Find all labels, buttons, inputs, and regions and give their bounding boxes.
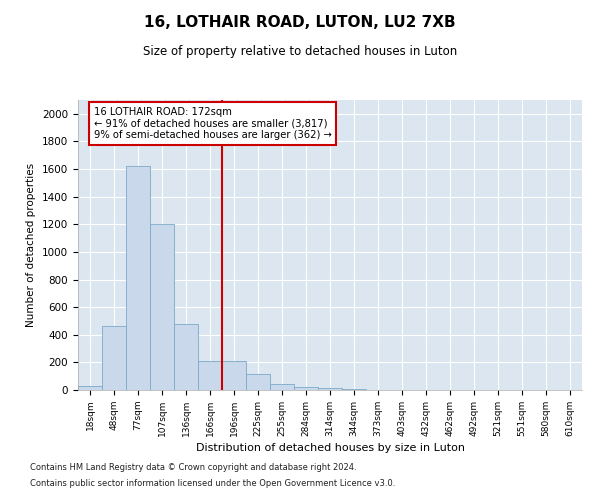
Bar [270, 384, 294, 390]
Bar [246, 374, 270, 390]
Text: Contains HM Land Registry data © Crown copyright and database right 2024.: Contains HM Land Registry data © Crown c… [30, 464, 356, 472]
Bar [126, 166, 150, 390]
Text: Contains public sector information licensed under the Open Government Licence v3: Contains public sector information licen… [30, 478, 395, 488]
X-axis label: Distribution of detached houses by size in Luton: Distribution of detached houses by size … [196, 443, 464, 453]
Bar [78, 386, 102, 390]
Bar [174, 324, 198, 390]
Bar [102, 326, 126, 390]
Bar [342, 389, 366, 390]
Text: 16 LOTHAIR ROAD: 172sqm
← 91% of detached houses are smaller (3,817)
9% of semi-: 16 LOTHAIR ROAD: 172sqm ← 91% of detache… [94, 107, 331, 140]
Text: 16, LOTHAIR ROAD, LUTON, LU2 7XB: 16, LOTHAIR ROAD, LUTON, LU2 7XB [144, 15, 456, 30]
Bar [198, 361, 222, 390]
Text: Size of property relative to detached houses in Luton: Size of property relative to detached ho… [143, 45, 457, 58]
Bar [318, 388, 342, 390]
Y-axis label: Number of detached properties: Number of detached properties [26, 163, 37, 327]
Bar [222, 361, 246, 390]
Bar [150, 224, 174, 390]
Bar [294, 386, 318, 390]
